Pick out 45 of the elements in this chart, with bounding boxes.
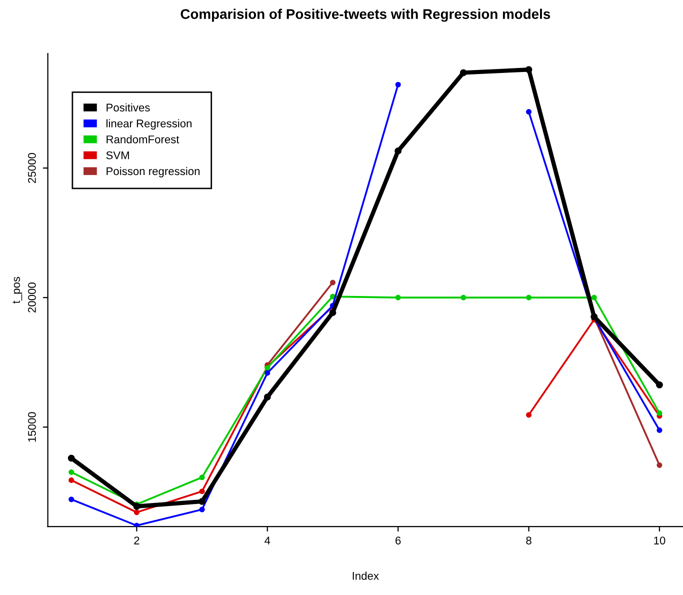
point: [68, 469, 74, 475]
point: [134, 522, 140, 527]
point: [460, 69, 467, 76]
point: [526, 412, 532, 418]
x-tick-label: 8: [526, 536, 532, 544]
y-axis-title: t_pos: [12, 276, 22, 304]
legend-label: Poisson regression: [106, 166, 200, 178]
point: [68, 454, 75, 462]
x-tick-label: 4: [264, 536, 270, 544]
point: [68, 477, 74, 483]
point: [656, 427, 662, 433]
point: [526, 294, 532, 300]
point: [395, 82, 401, 88]
point: [199, 474, 205, 480]
point: [264, 370, 270, 376]
point: [198, 498, 206, 505]
point: [656, 462, 662, 468]
point: [525, 66, 532, 74]
chart-title: Comparision of Positive-tweets with Regression models: [180, 8, 550, 22]
x-tick-label: 6: [396, 536, 401, 544]
point: [199, 488, 205, 494]
x-axis-title: Index: [352, 572, 379, 580]
point: [68, 496, 74, 502]
point: [460, 294, 466, 300]
point: [264, 394, 271, 401]
point: [395, 294, 401, 300]
point: [526, 109, 532, 115]
point: [330, 280, 336, 286]
y-tick-label: 15000: [28, 412, 36, 442]
y-tick-label: 20000: [28, 282, 36, 312]
x-tick-label: 2: [134, 536, 140, 544]
x-tick-label: 10: [654, 536, 666, 544]
point: [394, 147, 402, 154]
point: [656, 410, 662, 416]
point: [134, 510, 140, 516]
legend-label: RandomForest: [106, 135, 180, 144]
point: [591, 294, 597, 300]
y-tick-label: 25000: [28, 153, 36, 183]
legend-label: SVM: [106, 151, 129, 160]
point: [329, 309, 336, 316]
legend-label: Positives: [106, 103, 150, 112]
legend-label: linear Regression: [106, 119, 192, 130]
point: [656, 381, 663, 388]
point: [133, 502, 140, 510]
point: [199, 506, 205, 512]
